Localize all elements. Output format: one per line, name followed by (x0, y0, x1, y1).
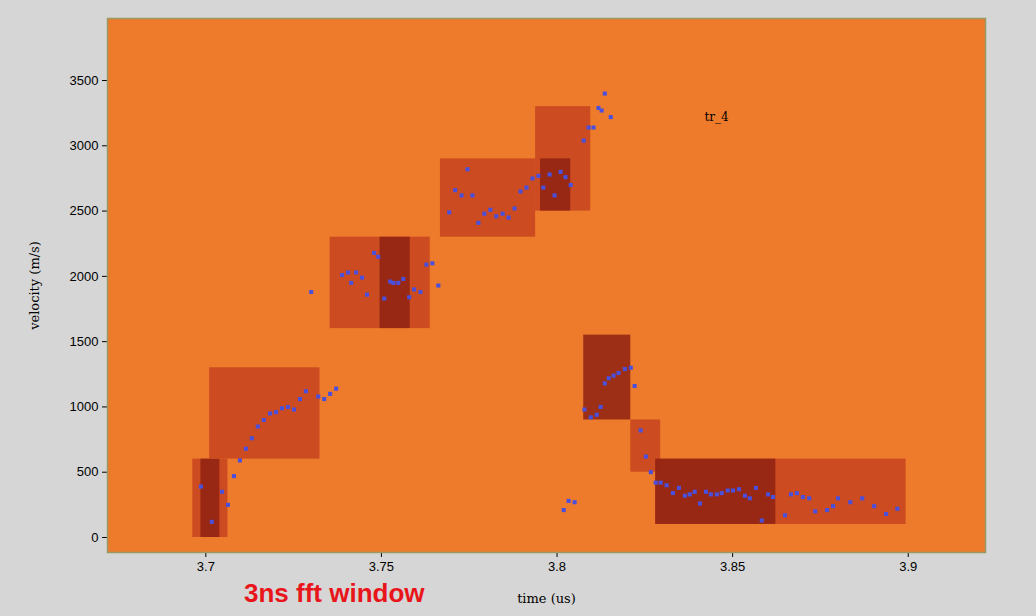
svg-text:3.9: 3.9 (899, 559, 917, 574)
svg-text:3000: 3000 (70, 138, 99, 153)
svg-text:tr_4: tr_4 (705, 110, 730, 124)
svg-text:3.8: 3.8 (548, 559, 566, 574)
svg-text:1500: 1500 (70, 334, 99, 349)
svg-text:2500: 2500 (70, 203, 99, 218)
svg-text:2000: 2000 (70, 269, 99, 284)
svg-text:3.7: 3.7 (197, 559, 215, 574)
html-text:3ns fft window: 3ns fft window (244, 578, 425, 608)
svg-text:3500: 3500 (70, 73, 99, 88)
svg-text:0: 0 (91, 530, 98, 545)
svg-text:1000: 1000 (70, 399, 99, 414)
svg-text:500: 500 (77, 464, 99, 479)
svg-text:3.75: 3.75 (369, 559, 394, 574)
svg-text:time (us): time (us) (517, 591, 576, 606)
svg-text:velocity (m/s): velocity (m/s) (27, 241, 42, 331)
svg-text:3.85: 3.85 (720, 559, 745, 574)
